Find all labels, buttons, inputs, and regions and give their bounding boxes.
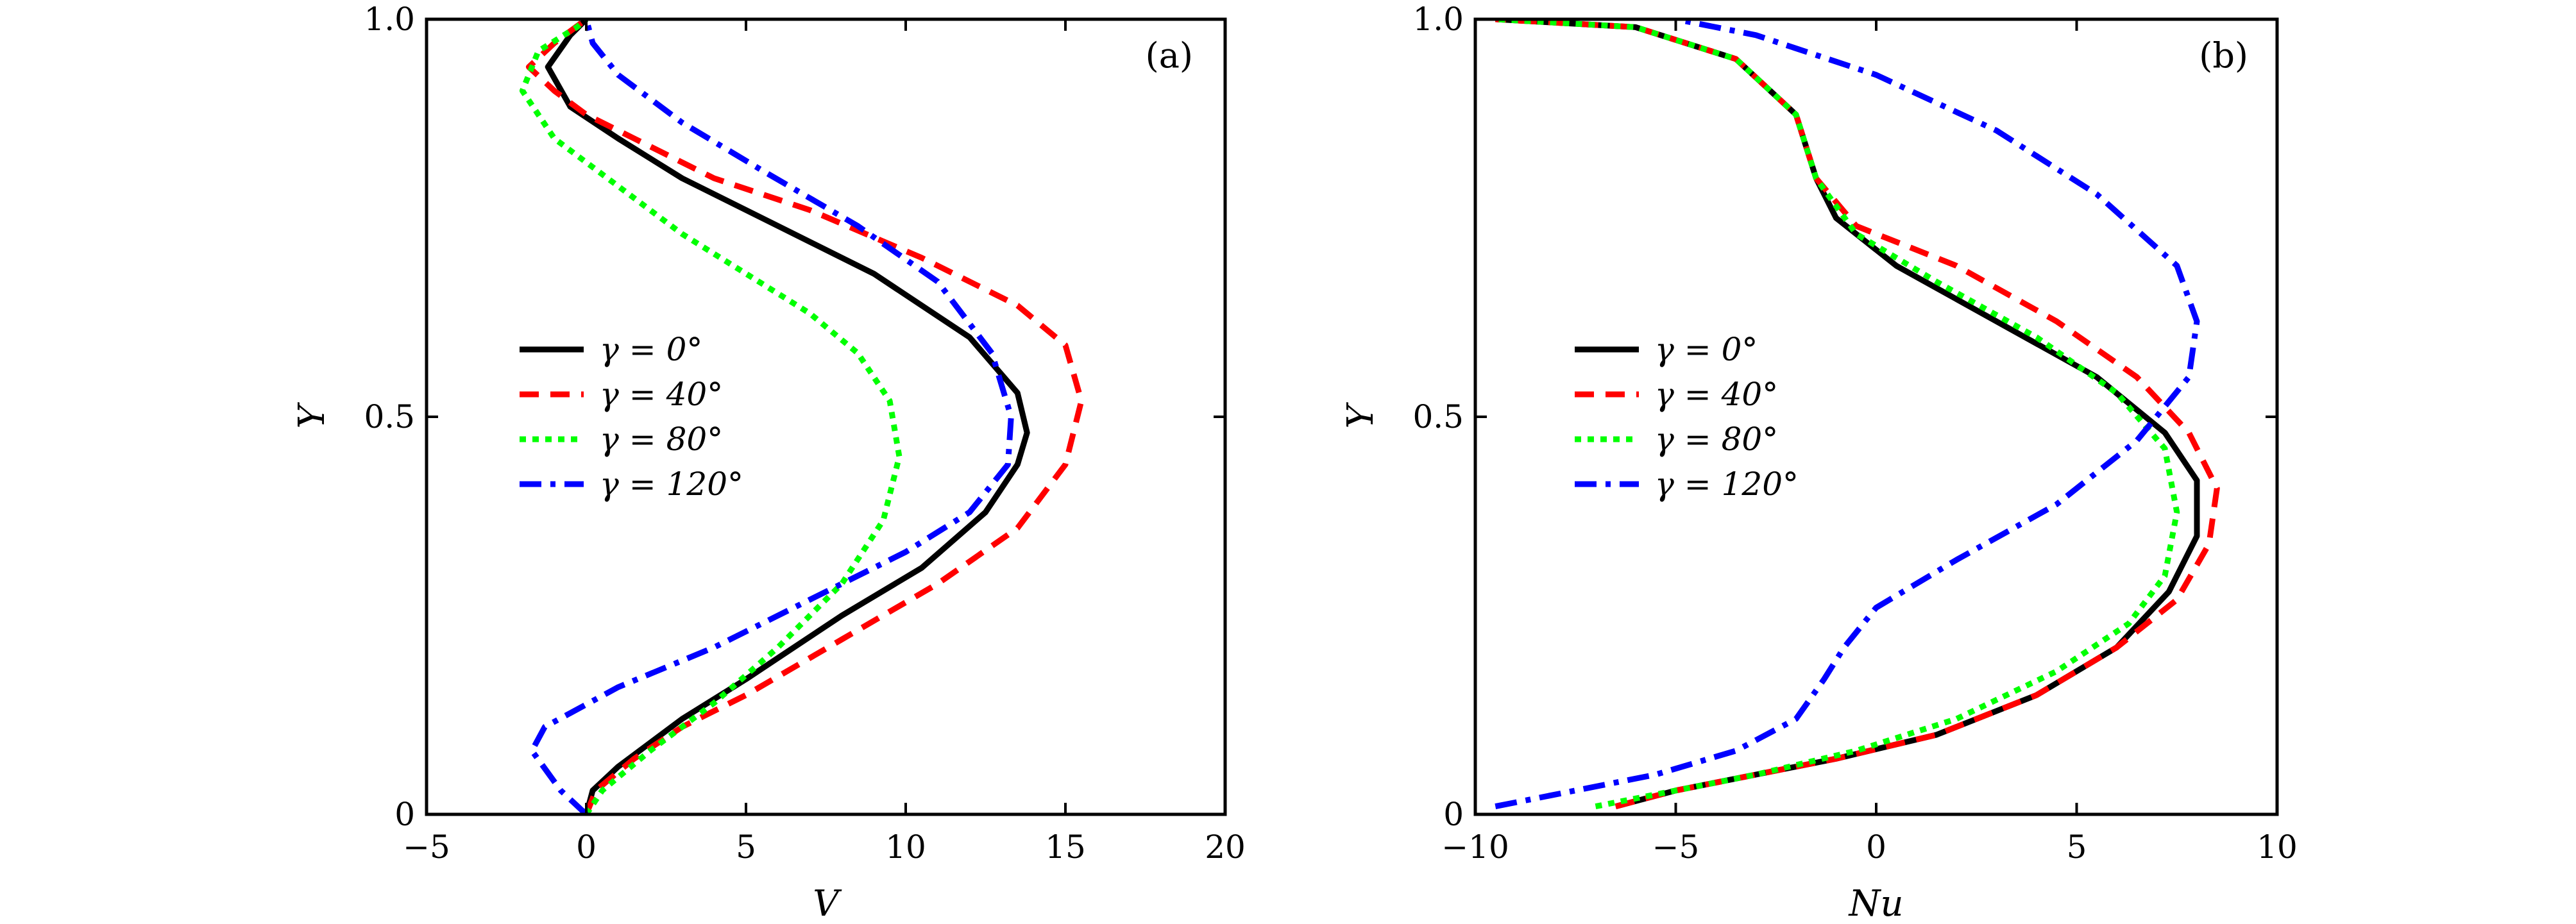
x-tick-label: 10 bbox=[2257, 828, 2298, 866]
legend-entry-label: γ = 80° bbox=[1655, 421, 1778, 458]
legend-entry-label: γ = 120° bbox=[1655, 466, 1799, 503]
x-tick-label: 0 bbox=[576, 828, 597, 866]
y-tick-label: 1.0 bbox=[1412, 1, 1464, 38]
x-tick-label: 10 bbox=[885, 828, 926, 866]
series-line-1 bbox=[1495, 19, 2200, 809]
panel-label: (a) bbox=[1146, 35, 1193, 76]
series-line-1 bbox=[545, 19, 1030, 814]
legend-entry-label: γ = 80° bbox=[600, 421, 723, 458]
legend-entry-label: γ = 40° bbox=[1655, 376, 1778, 413]
x-tick-label: 20 bbox=[1205, 828, 1246, 866]
x-axis-label: Nu bbox=[1847, 883, 1903, 924]
x-tick-label: 5 bbox=[2067, 828, 2087, 866]
x-axis-label: V bbox=[813, 883, 842, 924]
y-tick-label: 0.5 bbox=[1412, 398, 1464, 435]
plot-frame bbox=[1473, 17, 2279, 816]
legend-entry-label: γ = 0° bbox=[600, 331, 702, 368]
y-tick-label: 1.0 bbox=[364, 1, 415, 38]
y-tick-label: 0.5 bbox=[364, 398, 415, 435]
x-tick-label: −5 bbox=[403, 828, 450, 866]
series-line-2 bbox=[1495, 19, 2220, 809]
series-line-4 bbox=[529, 19, 1014, 814]
legend: γ = 0° γ = 40° γ = 80° γ = 120° bbox=[1575, 331, 1799, 503]
plot-frame bbox=[425, 17, 1227, 816]
x-tick-label: 5 bbox=[736, 828, 756, 866]
series-line-3 bbox=[519, 19, 902, 814]
x-tick-label: −5 bbox=[1652, 828, 1700, 866]
x-tick-label: 0 bbox=[1866, 828, 1886, 866]
y-tick-label: 0 bbox=[394, 796, 415, 833]
panel-label: (b) bbox=[2199, 35, 2248, 76]
x-tick-label: 15 bbox=[1045, 828, 1086, 866]
panel-b: −10 −5 0 5 10 0 0.5 1.0 Nu Y (b) γ = 0° γ = 40° γ = 8… bbox=[1340, 1, 2298, 924]
legend-entry-label: γ = 40° bbox=[600, 376, 723, 413]
y-axis-label: Y bbox=[291, 401, 333, 428]
series-line-4 bbox=[1495, 19, 2200, 810]
y-tick-label: 0 bbox=[1443, 796, 1464, 833]
legend-entry-label: γ = 0° bbox=[1655, 331, 1758, 368]
legend-entry-label: γ = 120° bbox=[600, 466, 743, 503]
legend: γ = 0° γ = 40° γ = 80° γ = 120° bbox=[520, 331, 743, 503]
y-axis-label: Y bbox=[1340, 401, 1382, 428]
series-line-3 bbox=[1495, 19, 2180, 810]
series-line-2 bbox=[525, 19, 1085, 814]
x-tick-label: −10 bbox=[1441, 828, 1509, 866]
